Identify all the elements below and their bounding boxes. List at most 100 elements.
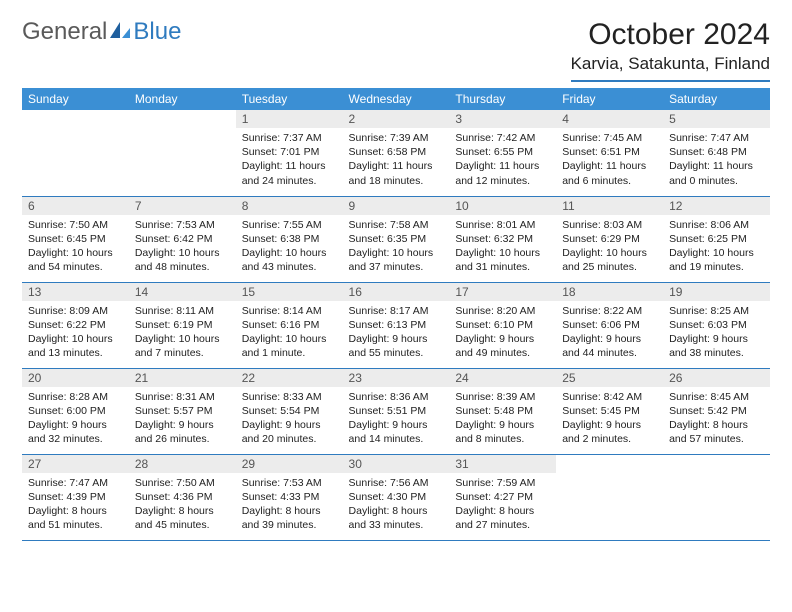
- day-line-dl2: and 0 minutes.: [669, 174, 764, 188]
- day-line-dl1: Daylight: 9 hours: [562, 332, 657, 346]
- day-line-dl2: and 27 minutes.: [455, 518, 550, 532]
- calendar-day-cell: 13Sunrise: 8:09 AMSunset: 6:22 PMDayligh…: [22, 282, 129, 368]
- day-number: 1: [236, 110, 343, 128]
- day-number: 14: [129, 283, 236, 301]
- day-line-ss: Sunset: 6:35 PM: [349, 232, 444, 246]
- calendar-week-row: 20Sunrise: 8:28 AMSunset: 6:00 PMDayligh…: [22, 368, 770, 454]
- day-detail: Sunrise: 7:45 AMSunset: 6:51 PMDaylight:…: [556, 128, 663, 192]
- day-detail: Sunrise: 7:50 AMSunset: 6:45 PMDaylight:…: [22, 215, 129, 279]
- day-line-dl1: Daylight: 10 hours: [135, 332, 230, 346]
- day-detail: Sunrise: 7:37 AMSunset: 7:01 PMDaylight:…: [236, 128, 343, 192]
- weekday-header: Saturday: [663, 88, 770, 110]
- day-number: 17: [449, 283, 556, 301]
- day-line-dl1: Daylight: 8 hours: [242, 504, 337, 518]
- day-line-dl1: Daylight: 9 hours: [242, 418, 337, 432]
- weekday-header: Wednesday: [343, 88, 450, 110]
- day-line-dl1: Daylight: 10 hours: [349, 246, 444, 260]
- calendar-day-cell: 29Sunrise: 7:53 AMSunset: 4:33 PMDayligh…: [236, 454, 343, 540]
- day-line-sr: Sunrise: 8:01 AM: [455, 218, 550, 232]
- day-detail: Sunrise: 7:58 AMSunset: 6:35 PMDaylight:…: [343, 215, 450, 279]
- day-line-dl2: and 48 minutes.: [135, 260, 230, 274]
- calendar-day-cell: 5Sunrise: 7:47 AMSunset: 6:48 PMDaylight…: [663, 110, 770, 196]
- day-number: 31: [449, 455, 556, 473]
- day-line-ss: Sunset: 6:55 PM: [455, 145, 550, 159]
- day-detail: Sunrise: 8:01 AMSunset: 6:32 PMDaylight:…: [449, 215, 556, 279]
- day-line-sr: Sunrise: 8:31 AM: [135, 390, 230, 404]
- day-line-sr: Sunrise: 8:45 AM: [669, 390, 764, 404]
- day-line-dl2: and 38 minutes.: [669, 346, 764, 360]
- day-number: 6: [22, 197, 129, 215]
- day-line-dl2: and 24 minutes.: [242, 174, 337, 188]
- day-line-dl1: Daylight: 10 hours: [242, 246, 337, 260]
- day-detail: Sunrise: 8:06 AMSunset: 6:25 PMDaylight:…: [663, 215, 770, 279]
- day-line-ss: Sunset: 6:06 PM: [562, 318, 657, 332]
- day-line-sr: Sunrise: 8:20 AM: [455, 304, 550, 318]
- day-number: 15: [236, 283, 343, 301]
- calendar-day-cell: 6Sunrise: 7:50 AMSunset: 6:45 PMDaylight…: [22, 196, 129, 282]
- day-line-ss: Sunset: 6:51 PM: [562, 145, 657, 159]
- day-line-sr: Sunrise: 7:53 AM: [242, 476, 337, 490]
- day-line-dl2: and 1 minute.: [242, 346, 337, 360]
- calendar-day-cell: [22, 110, 129, 196]
- calendar-day-cell: 15Sunrise: 8:14 AMSunset: 6:16 PMDayligh…: [236, 282, 343, 368]
- day-line-dl2: and 2 minutes.: [562, 432, 657, 446]
- day-line-dl1: Daylight: 8 hours: [135, 504, 230, 518]
- calendar-day-cell: 10Sunrise: 8:01 AMSunset: 6:32 PMDayligh…: [449, 196, 556, 282]
- weekday-header-row: SundayMondayTuesdayWednesdayThursdayFrid…: [22, 88, 770, 110]
- day-number: 10: [449, 197, 556, 215]
- day-number: 19: [663, 283, 770, 301]
- weekday-header: Monday: [129, 88, 236, 110]
- day-line-sr: Sunrise: 7:45 AM: [562, 131, 657, 145]
- logo: General Blue: [22, 18, 181, 46]
- day-line-sr: Sunrise: 8:42 AM: [562, 390, 657, 404]
- day-line-sr: Sunrise: 7:47 AM: [28, 476, 123, 490]
- day-line-dl2: and 18 minutes.: [349, 174, 444, 188]
- calendar-day-cell: 27Sunrise: 7:47 AMSunset: 4:39 PMDayligh…: [22, 454, 129, 540]
- calendar-day-cell: 18Sunrise: 8:22 AMSunset: 6:06 PMDayligh…: [556, 282, 663, 368]
- day-line-dl2: and 19 minutes.: [669, 260, 764, 274]
- calendar-day-cell: 14Sunrise: 8:11 AMSunset: 6:19 PMDayligh…: [129, 282, 236, 368]
- day-detail: Sunrise: 8:45 AMSunset: 5:42 PMDaylight:…: [663, 387, 770, 451]
- day-number: 29: [236, 455, 343, 473]
- weekday-header: Friday: [556, 88, 663, 110]
- day-line-dl2: and 37 minutes.: [349, 260, 444, 274]
- calendar-day-cell: 21Sunrise: 8:31 AMSunset: 5:57 PMDayligh…: [129, 368, 236, 454]
- day-number: 20: [22, 369, 129, 387]
- day-line-dl2: and 39 minutes.: [242, 518, 337, 532]
- day-line-ss: Sunset: 5:45 PM: [562, 404, 657, 418]
- calendar-day-cell: 30Sunrise: 7:56 AMSunset: 4:30 PMDayligh…: [343, 454, 450, 540]
- calendar-day-cell: 16Sunrise: 8:17 AMSunset: 6:13 PMDayligh…: [343, 282, 450, 368]
- day-line-sr: Sunrise: 8:36 AM: [349, 390, 444, 404]
- day-line-ss: Sunset: 5:51 PM: [349, 404, 444, 418]
- day-number: 18: [556, 283, 663, 301]
- day-detail: Sunrise: 7:42 AMSunset: 6:55 PMDaylight:…: [449, 128, 556, 192]
- day-detail: Sunrise: 8:22 AMSunset: 6:06 PMDaylight:…: [556, 301, 663, 365]
- day-detail: Sunrise: 7:47 AMSunset: 4:39 PMDaylight:…: [22, 473, 129, 537]
- calendar-week-row: 6Sunrise: 7:50 AMSunset: 6:45 PMDaylight…: [22, 196, 770, 282]
- day-line-dl1: Daylight: 8 hours: [28, 504, 123, 518]
- day-line-dl1: Daylight: 11 hours: [242, 159, 337, 173]
- day-detail: Sunrise: 7:53 AMSunset: 4:33 PMDaylight:…: [236, 473, 343, 537]
- calendar-day-cell: 22Sunrise: 8:33 AMSunset: 5:54 PMDayligh…: [236, 368, 343, 454]
- logo-sail-icon: [109, 21, 131, 39]
- day-detail: Sunrise: 8:33 AMSunset: 5:54 PMDaylight:…: [236, 387, 343, 451]
- day-line-sr: Sunrise: 7:56 AM: [349, 476, 444, 490]
- calendar-day-cell: 3Sunrise: 7:42 AMSunset: 6:55 PMDaylight…: [449, 110, 556, 196]
- day-line-dl1: Daylight: 10 hours: [669, 246, 764, 260]
- calendar-day-cell: 20Sunrise: 8:28 AMSunset: 6:00 PMDayligh…: [22, 368, 129, 454]
- calendar-day-cell: 24Sunrise: 8:39 AMSunset: 5:48 PMDayligh…: [449, 368, 556, 454]
- weekday-header: Thursday: [449, 88, 556, 110]
- day-detail: Sunrise: 8:14 AMSunset: 6:16 PMDaylight:…: [236, 301, 343, 365]
- day-line-dl1: Daylight: 11 hours: [669, 159, 764, 173]
- day-number: 7: [129, 197, 236, 215]
- day-line-sr: Sunrise: 7:39 AM: [349, 131, 444, 145]
- day-line-dl2: and 32 minutes.: [28, 432, 123, 446]
- calendar-day-cell: 23Sunrise: 8:36 AMSunset: 5:51 PMDayligh…: [343, 368, 450, 454]
- day-line-dl1: Daylight: 10 hours: [135, 246, 230, 260]
- day-detail: Sunrise: 7:47 AMSunset: 6:48 PMDaylight:…: [663, 128, 770, 192]
- day-line-sr: Sunrise: 7:59 AM: [455, 476, 550, 490]
- calendar-day-cell: 11Sunrise: 8:03 AMSunset: 6:29 PMDayligh…: [556, 196, 663, 282]
- day-number: 9: [343, 197, 450, 215]
- calendar-day-cell: 17Sunrise: 8:20 AMSunset: 6:10 PMDayligh…: [449, 282, 556, 368]
- day-line-sr: Sunrise: 7:37 AM: [242, 131, 337, 145]
